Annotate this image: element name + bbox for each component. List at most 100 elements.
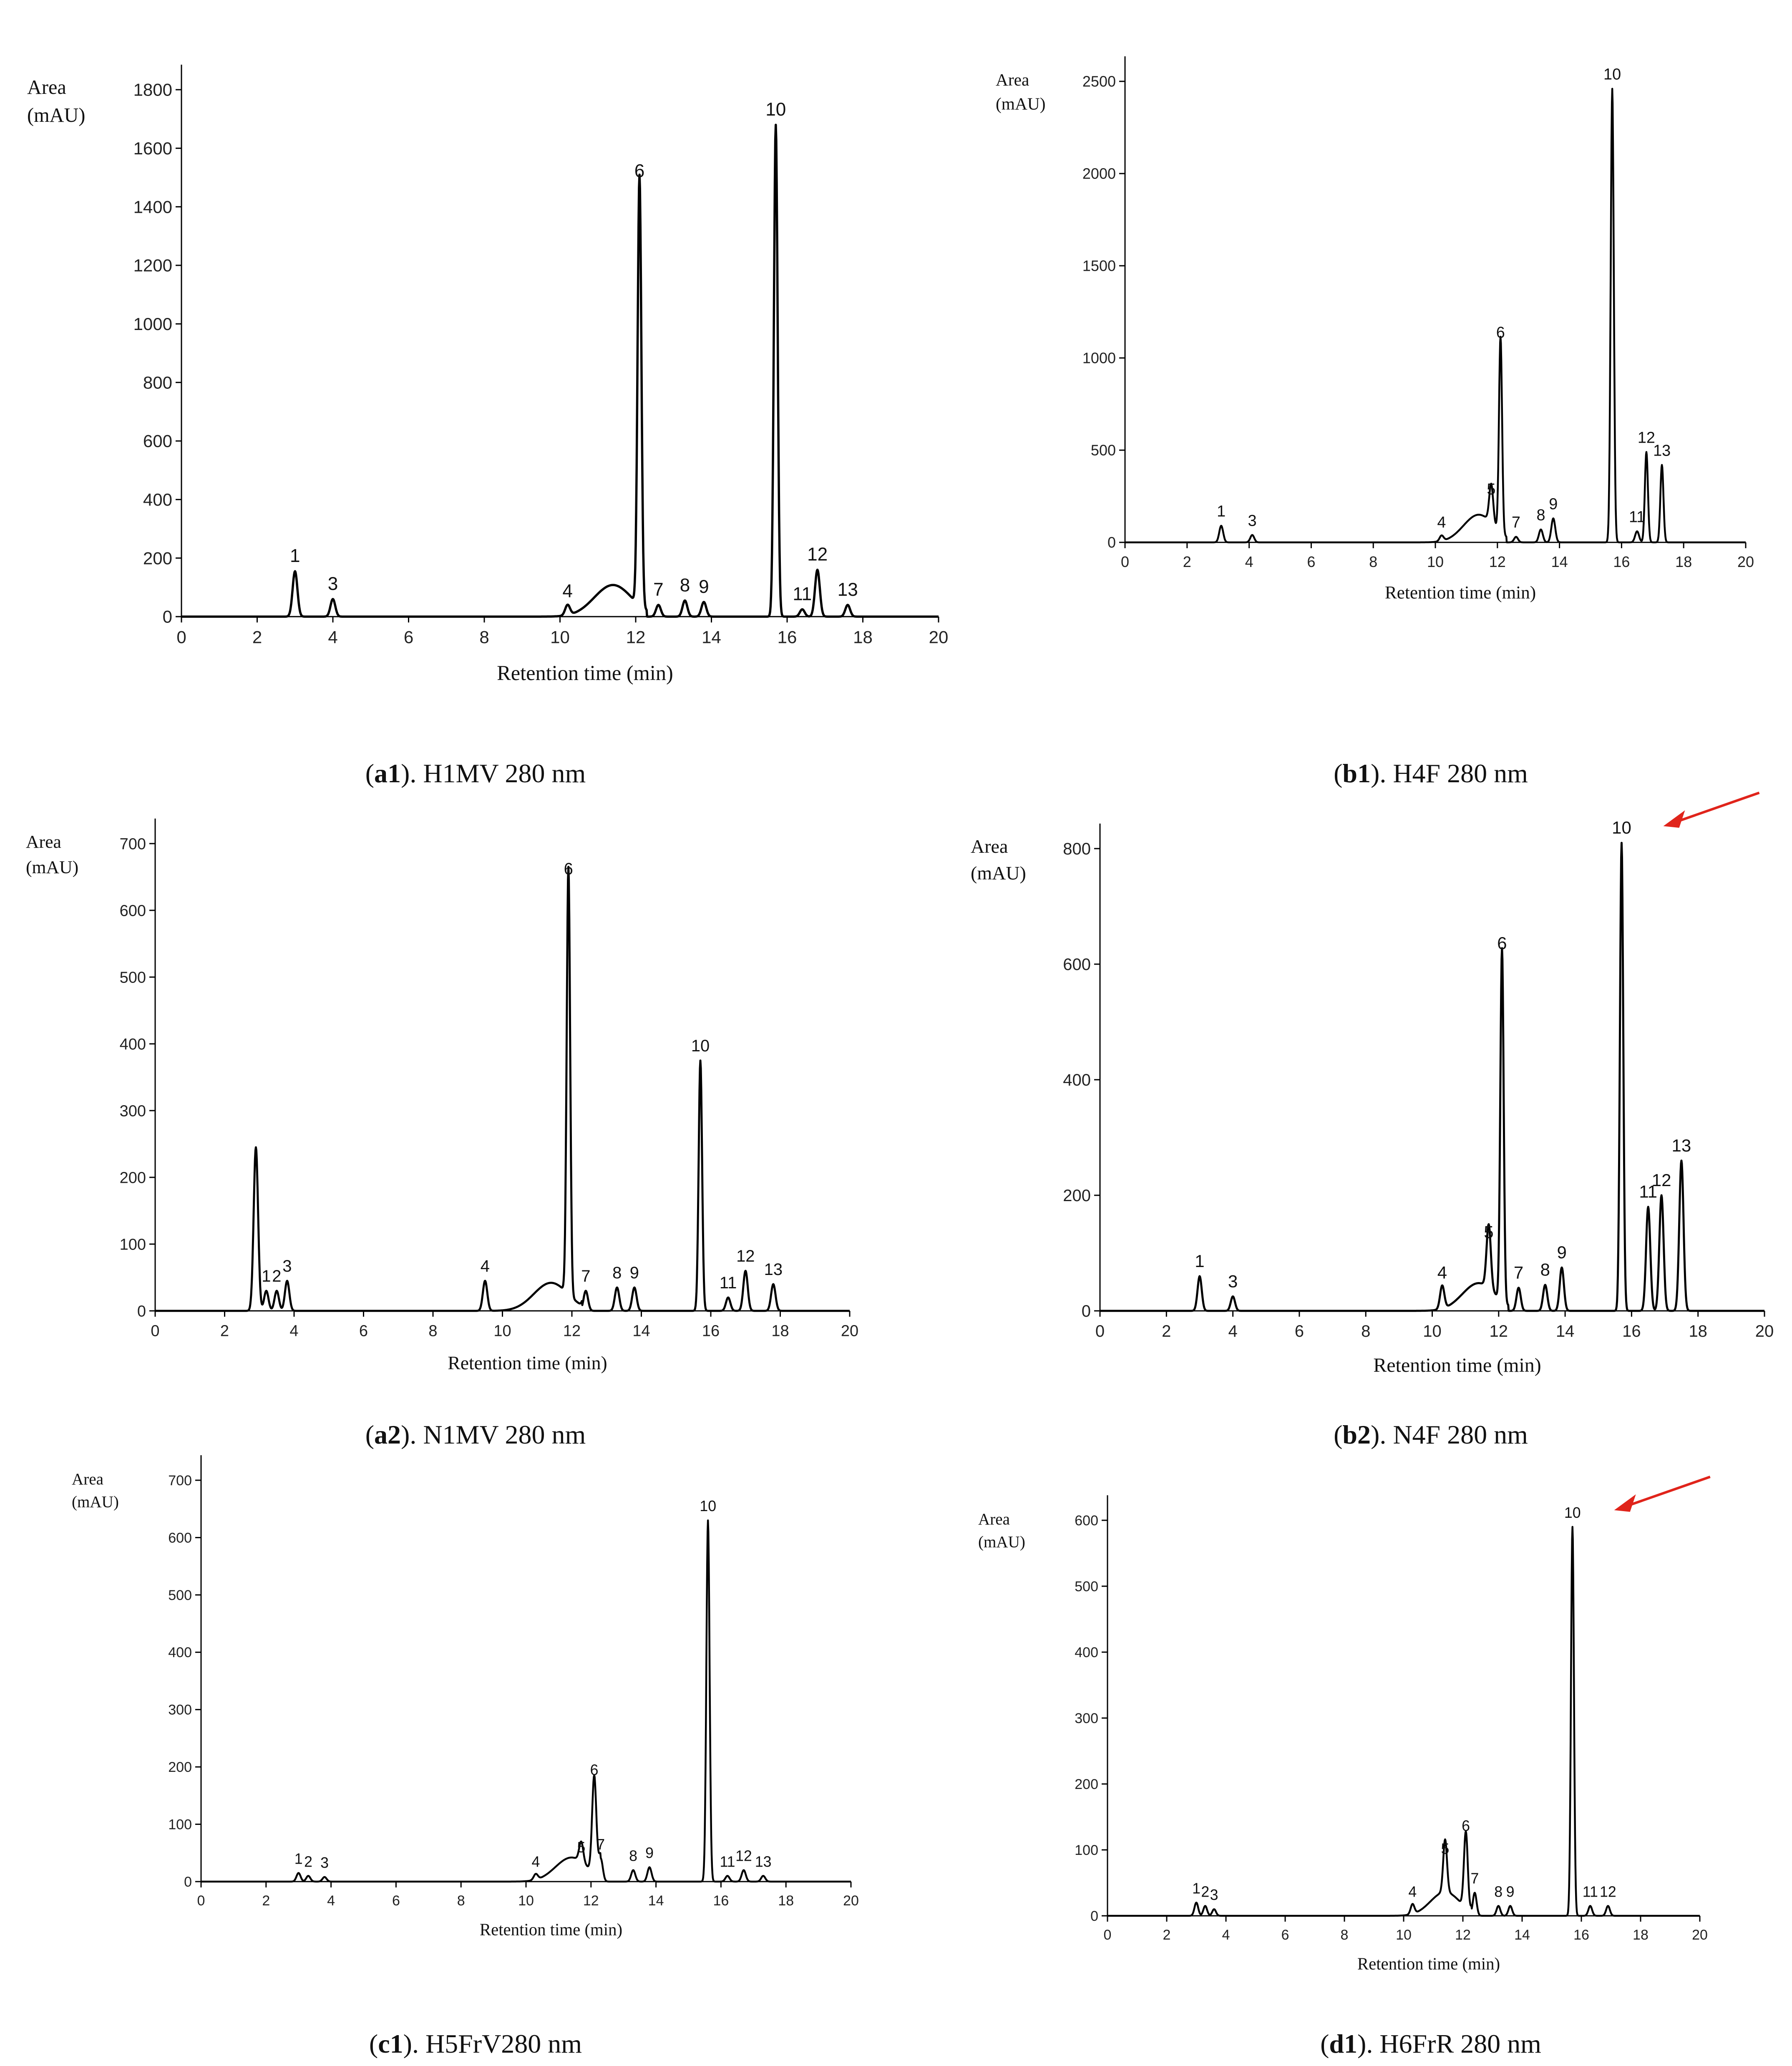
y-tick-label: 400 (1063, 1071, 1091, 1089)
x-tick-label: 0 (176, 627, 186, 647)
x-tick-label: 20 (843, 1893, 859, 1909)
peak-label-2: 2 (1201, 1883, 1209, 1900)
y-axis-unit-label: (mAU) (996, 94, 1046, 114)
y-axis-label: Area (996, 70, 1029, 89)
y-axis-unit-label: (mAU) (72, 1493, 119, 1511)
chromatogram-trace (1099, 842, 1765, 1312)
chromatogram-trace (154, 866, 851, 1312)
peak-label-13: 13 (755, 1853, 772, 1870)
x-tick-label: 14 (648, 1893, 664, 1909)
x-tick-label: 6 (392, 1893, 400, 1909)
peak-label-11: 11 (1629, 508, 1645, 526)
y-tick-label: 600 (120, 902, 146, 920)
x-tick-label: 10 (1396, 1927, 1412, 1943)
y-tick-label: 200 (1075, 1776, 1098, 1792)
peak-label-9: 9 (1506, 1883, 1515, 1900)
peak-label-7: 7 (1512, 514, 1520, 532)
peak-label-7: 7 (1470, 1870, 1479, 1887)
peak-label-5: 5 (1487, 481, 1495, 498)
x-tick-label: 4 (1222, 1927, 1230, 1943)
x-tick-label: 0 (1095, 1322, 1105, 1340)
x-tick-label: 14 (632, 1322, 650, 1340)
peak-label-8: 8 (1536, 506, 1545, 524)
x-axis-label: Retention time (min) (448, 1352, 607, 1373)
x-tick-label: 4 (289, 1322, 298, 1340)
x-axis-label: Retention time (min) (1385, 583, 1536, 602)
x-tick-label: 8 (428, 1322, 437, 1340)
x-tick-label: 12 (1489, 553, 1506, 570)
x-tick-label: 2 (1163, 1927, 1171, 1943)
peak-label-1: 1 (1217, 503, 1226, 520)
y-tick-label: 0 (1082, 1302, 1091, 1320)
y-tick-label: 1600 (133, 139, 172, 158)
x-tick-label: 10 (493, 1322, 511, 1340)
x-tick-label: 16 (713, 1893, 729, 1909)
x-tick-label: 6 (1295, 1322, 1304, 1340)
peak-label-8: 8 (1494, 1883, 1503, 1900)
x-tick-label: 20 (1737, 553, 1754, 570)
peak-label-9: 9 (630, 1264, 639, 1282)
y-tick-label: 1400 (133, 197, 172, 217)
y-axis-label: Area (971, 836, 1008, 857)
peak-label-3: 3 (1210, 1887, 1218, 1903)
x-tick-label: 12 (1490, 1322, 1508, 1340)
y-tick-label: 800 (143, 373, 172, 392)
peak-label-7: 7 (596, 1836, 605, 1853)
y-tick-label: 400 (120, 1036, 146, 1053)
x-tick-label: 12 (1455, 1927, 1471, 1943)
peak-label-13: 13 (1653, 442, 1671, 459)
x-tick-label: 4 (1228, 1322, 1237, 1340)
peak-label-2: 2 (304, 1853, 312, 1870)
peak-label-4: 4 (531, 1853, 540, 1870)
y-tick-label: 2000 (1082, 165, 1116, 182)
peak-label-13: 13 (764, 1260, 783, 1279)
y-tick-label: 1000 (133, 314, 172, 334)
y-tick-label: 400 (168, 1645, 192, 1660)
x-tick-label: 14 (1551, 553, 1568, 570)
peak-label-9: 9 (1557, 1242, 1566, 1262)
x-tick-label: 2 (1162, 1322, 1171, 1340)
x-tick-label: 4 (327, 1893, 335, 1909)
x-tick-label: 2 (262, 1893, 270, 1909)
y-tick-label: 300 (168, 1702, 192, 1718)
peak-label-9: 9 (645, 1845, 654, 1862)
x-tick-label: 18 (1689, 1322, 1707, 1340)
x-tick-label: 10 (550, 627, 570, 647)
peak-label-7: 7 (581, 1267, 590, 1285)
y-tick-label: 700 (120, 835, 146, 853)
peak-label-10: 10 (765, 99, 786, 120)
peak-label-4: 4 (562, 581, 573, 601)
peak-label-4: 4 (1437, 514, 1446, 532)
x-tick-label: 12 (626, 627, 646, 647)
y-axis-label: Area (978, 1510, 1010, 1528)
y-tick-label: 500 (1075, 1579, 1098, 1595)
x-tick-label: 18 (1633, 1927, 1649, 1943)
peak-label-12: 12 (807, 544, 828, 565)
x-axis-label: Retention time (min) (1373, 1354, 1541, 1376)
x-tick-label: 6 (1281, 1927, 1289, 1943)
peak-label-8: 8 (680, 575, 690, 595)
red-arrow-head (1663, 810, 1685, 828)
peak-label-13: 13 (838, 579, 858, 600)
peak-label-7: 7 (653, 579, 664, 600)
peak-label-5: 5 (1484, 1222, 1493, 1242)
x-tick-label: 20 (1692, 1927, 1708, 1943)
y-tick-label: 800 (1063, 840, 1091, 858)
panel-caption: (d1). H6FrR 280 nm (1320, 2029, 1541, 2058)
peak-label-9: 9 (699, 577, 709, 597)
x-tick-label: 4 (1245, 553, 1253, 570)
peak-label-1: 1 (262, 1267, 271, 1285)
y-tick-label: 100 (1075, 1842, 1098, 1858)
x-tick-label: 0 (197, 1893, 205, 1909)
y-tick-label: 200 (120, 1169, 146, 1187)
x-tick-label: 10 (1427, 553, 1444, 570)
y-tick-label: 0 (184, 1874, 192, 1890)
peak-label-8: 8 (612, 1264, 622, 1282)
y-tick-label: 600 (1063, 955, 1091, 974)
peak-label-2: 2 (272, 1267, 281, 1285)
peak-label-12: 12 (735, 1848, 752, 1864)
y-tick-label: 0 (1107, 534, 1116, 551)
y-axis-unit-label: (mAU) (27, 104, 86, 126)
peak-label-10: 10 (1603, 66, 1621, 83)
